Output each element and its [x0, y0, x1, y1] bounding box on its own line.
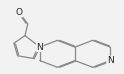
Text: N: N	[107, 56, 113, 65]
Text: O: O	[16, 8, 23, 17]
Text: N: N	[36, 43, 43, 52]
